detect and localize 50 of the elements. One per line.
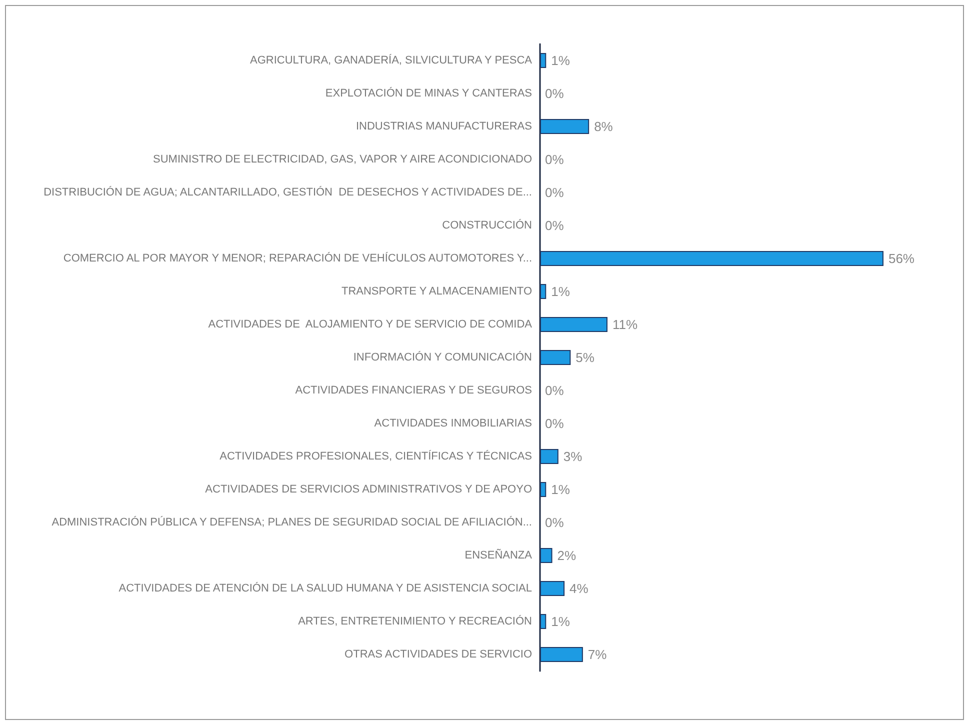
data-label: 1% [551,284,570,299]
bar [540,317,608,332]
bar [540,449,558,464]
bar [540,350,571,365]
y-tick-label: ACTIVIDADES INMOBILIARIAS [374,418,532,430]
y-tick-label: EXPLOTACIÓN DE MINAS Y CANTERAS [325,86,532,100]
bar [540,53,546,68]
bar [540,614,546,629]
y-tick-label: ENSEÑANZA [464,548,533,562]
bar [540,119,590,134]
data-label: 0% [545,185,564,200]
data-label: 0% [545,218,564,233]
y-tick-label: OTRAS ACTIVIDADES DE SERVICIO [344,648,532,660]
data-label: 3% [563,449,583,464]
data-label: 11% [612,317,638,332]
y-tick-label: INDUSTRIAS MANUFACTURERAS [356,120,532,132]
data-label: 1% [551,53,570,68]
bar [540,647,583,662]
y-tick-label: ACTIVIDADES DE ALOJAMIENTO Y DE SERVICIO DE COMIDA [208,318,533,330]
data-label: 1% [551,482,570,497]
y-tick-label: CONSTRUCCIÓN [442,218,532,232]
data-label: 5% [576,350,595,365]
data-label: 56% [888,251,915,266]
data-label: 4% [570,581,589,596]
y-tick-label: ADMINISTRACIÓN PÚBLICA Y DEFENSA; PLANES DE SEGURIDAD SOCIAL DE AFILIACIÓN... [52,516,532,528]
y-tick-label: INFORMACIÓN Y COMUNICACIÓN [353,350,532,364]
data-label: 0% [545,515,564,530]
data-label: 0% [545,152,564,167]
data-label: 0% [545,383,564,398]
data-label: 1% [551,614,570,629]
y-tick-label: TRANSPORTE Y ALMACENAMIENTO [341,286,532,298]
y-tick-label: SUMINISTRO DE ELECTRICIDAD, GAS, VAPOR Y AIRE ACONDICIONADO [153,154,532,166]
data-label: 7% [588,647,608,662]
y-tick-label: AGRICULTURA, GANADERÍA, SILVICULTURA Y PESCA [250,54,533,66]
data-label: 0% [545,86,564,101]
bar [540,581,565,596]
data-label: 2% [557,548,576,563]
bar [540,284,546,299]
bar [540,482,546,497]
data-label: 8% [594,119,614,134]
y-tick-label: ACTIVIDADES DE ATENCIÓN DE LA SALUD HUMANA Y DE ASISTENCIA SOCIAL [118,582,532,594]
y-tick-label: DISTRIBUCIÓN DE AGUA; ALCANTARILLADO, GESTIÓN DE DESECHOS Y ACTIVIDADES DE... [44,186,532,198]
y-tick-label: ACTIVIDADES DE SERVICIOS ADMINISTRATIVOS Y DE APOYO [205,484,532,496]
data-label: 0% [545,416,564,431]
y-tick-label: ARTES, ENTRETENIMIENTO Y RECREACIÓN [298,614,532,628]
y-tick-label: COMERCIO AL POR MAYOR Y MENOR; REPARACIÓN DE VEHÍCULOS AUTOMOTORES Y... [63,252,532,264]
bar [540,548,552,563]
y-tick-label: ACTIVIDADES PROFESIONALES, CIENTÍFICAS Y TÉCNICAS [220,450,532,462]
bar [540,251,884,266]
y-tick-label: ACTIVIDADES FINANCIERAS Y DE SEGUROS [295,384,532,396]
